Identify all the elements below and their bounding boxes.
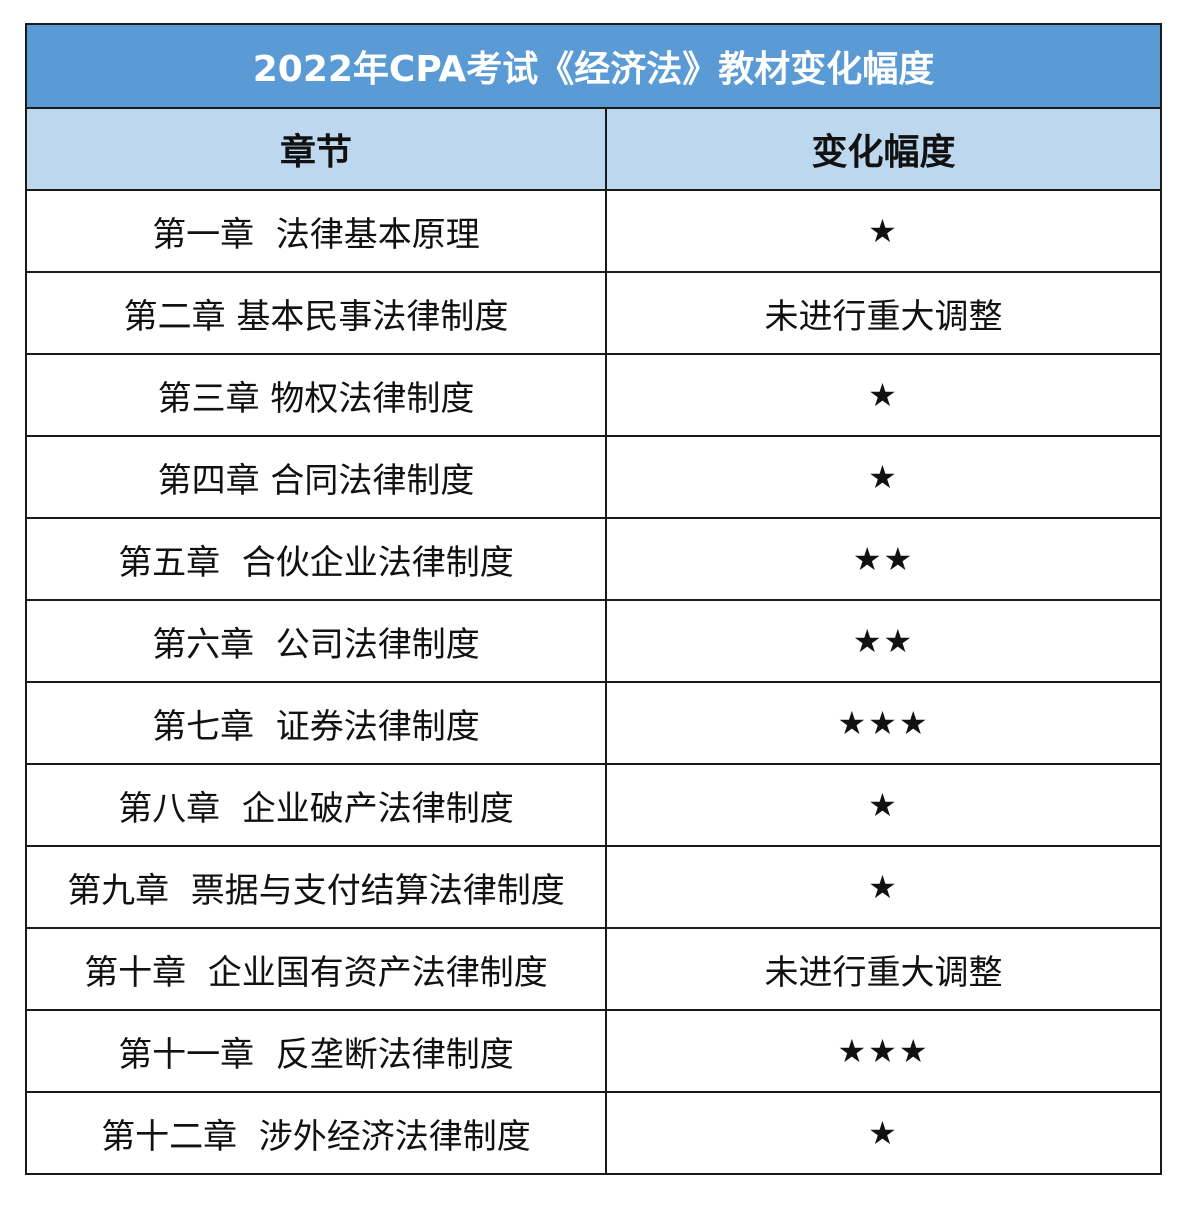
chapter-cell: 第十章 企业国有资产法律制度: [25, 927, 607, 1011]
table-row: 第十二章 涉外经济法律制度 ★: [25, 1091, 1162, 1175]
table-row: 第八章 企业破产法律制度 ★: [25, 763, 1162, 847]
change-cell: 未进行重大调整: [605, 271, 1162, 355]
chapter-cell: 第八章 企业破产法律制度: [25, 763, 607, 847]
table-row: 第二章 基本民事法律制度 未进行重大调整: [25, 271, 1162, 355]
change-cell: ★★★: [605, 1009, 1162, 1093]
table-row: 第十章 企业国有资产法律制度 未进行重大调整: [25, 927, 1162, 1011]
change-table: 2022年CPA考试《经济法》教材变化幅度 章节 变化幅度 第一章 法律基本原理…: [25, 23, 1162, 1175]
change-cell: ★: [605, 435, 1162, 519]
change-cell: ★★: [605, 599, 1162, 683]
header-change: 变化幅度: [605, 107, 1162, 191]
table-row: 第七章 证券法律制度 ★★★: [25, 681, 1162, 765]
change-cell: 未进行重大调整: [605, 927, 1162, 1011]
chapter-cell: 第十二章 涉外经济法律制度: [25, 1091, 607, 1175]
table-row: 第十一章 反垄断法律制度 ★★★: [25, 1009, 1162, 1093]
table-row: 第九章 票据与支付结算法律制度 ★: [25, 845, 1162, 929]
chapter-cell: 第六章 公司法律制度: [25, 599, 607, 683]
change-cell: ★: [605, 353, 1162, 437]
chapter-cell: 第三章 物权法律制度: [25, 353, 607, 437]
change-cell: ★★★: [605, 681, 1162, 765]
chapter-cell: 第五章 合伙企业法律制度: [25, 517, 607, 601]
chapter-cell: 第十一章 反垄断法律制度: [25, 1009, 607, 1093]
table-title: 2022年CPA考试《经济法》教材变化幅度: [25, 23, 1162, 109]
change-cell: ★: [605, 1091, 1162, 1175]
title-row: 2022年CPA考试《经济法》教材变化幅度: [25, 23, 1162, 109]
change-cell: ★: [605, 845, 1162, 929]
change-cell: ★: [605, 763, 1162, 847]
chapter-cell: 第九章 票据与支付结算法律制度: [25, 845, 607, 929]
table-row: 第四章 合同法律制度 ★: [25, 435, 1162, 519]
table-row: 第六章 公司法律制度 ★★: [25, 599, 1162, 683]
header-row: 章节 变化幅度: [25, 107, 1162, 191]
table-row: 第三章 物权法律制度 ★: [25, 353, 1162, 437]
chapter-cell: 第二章 基本民事法律制度: [25, 271, 607, 355]
change-cell: ★: [605, 189, 1162, 273]
header-chapter: 章节: [25, 107, 607, 191]
table-row: 第五章 合伙企业法律制度 ★★: [25, 517, 1162, 601]
change-cell: ★★: [605, 517, 1162, 601]
table-row: 第一章 法律基本原理 ★: [25, 189, 1162, 273]
chapter-cell: 第七章 证券法律制度: [25, 681, 607, 765]
chapter-cell: 第四章 合同法律制度: [25, 435, 607, 519]
chapter-cell: 第一章 法律基本原理: [25, 189, 607, 273]
